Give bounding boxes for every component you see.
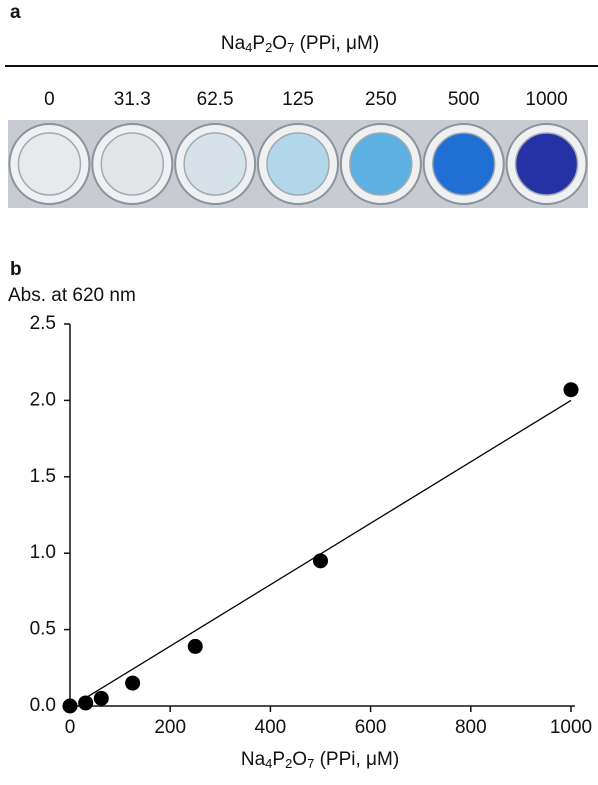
x-tick-label: 400 [255, 717, 287, 738]
well-label: 500 [448, 89, 480, 110]
well [433, 133, 495, 195]
well [184, 133, 246, 195]
x-tick-label: 0 [65, 717, 76, 738]
x-axis-title: Na4P2O7 (PPi, μM) [241, 749, 399, 771]
data-point [94, 691, 109, 706]
fit-line [85, 400, 571, 698]
well [350, 133, 412, 195]
x-tick-label: 600 [355, 717, 387, 738]
well-label: 0 [44, 89, 55, 110]
panel-label: a [10, 2, 21, 23]
y-tick-label: 0.0 [30, 695, 56, 716]
y-tick-label: 1.5 [30, 466, 56, 487]
figure: a Na4P2O7 (PPi, μM) b Abs. at 620 nm Na4… [0, 0, 598, 780]
well-label: 250 [365, 89, 397, 110]
well [101, 133, 163, 195]
data-point [125, 676, 140, 691]
panel-label: b [10, 259, 22, 280]
well [267, 133, 329, 195]
x-tick-label: 200 [154, 717, 186, 738]
well [516, 133, 578, 195]
panel-title: Na4P2O7 (PPi, μM) [221, 33, 379, 55]
x-tick-label: 1000 [550, 717, 592, 738]
well-label: 125 [282, 89, 314, 110]
y-tick-label: 2.0 [30, 389, 56, 410]
well-label: 62.5 [197, 89, 234, 110]
well-label: 31.3 [114, 89, 151, 110]
well-label: 1000 [525, 89, 567, 110]
data-point [63, 699, 78, 714]
data-point [78, 695, 93, 710]
x-tick-label: 800 [455, 717, 487, 738]
data-point [564, 382, 579, 397]
data-point [313, 553, 328, 568]
data-point [188, 639, 203, 654]
well [18, 133, 80, 195]
y-tick-label: 1.0 [30, 542, 56, 563]
y-axis-title: Abs. at 620 nm [8, 285, 136, 306]
y-tick-label: 0.5 [30, 619, 56, 640]
y-tick-label: 2.5 [30, 313, 56, 334]
